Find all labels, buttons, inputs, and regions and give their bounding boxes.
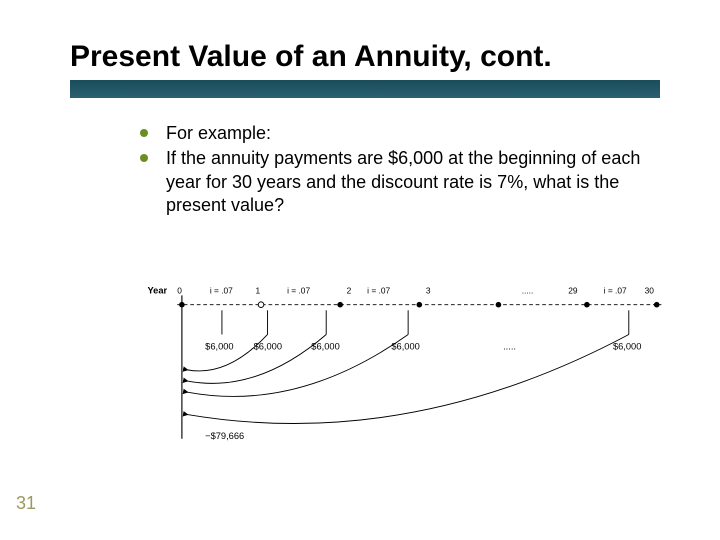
svg-text:1: 1 [255, 286, 260, 296]
svg-text:−$79,666: −$79,666 [205, 431, 244, 441]
svg-text:$6,000: $6,000 [254, 341, 282, 351]
svg-text:i = .07: i = .07 [287, 286, 310, 296]
bullet-text: For example: [166, 122, 271, 145]
bullet-list: For example: If the annuity payments are… [140, 122, 680, 218]
svg-text:30: 30 [645, 286, 655, 296]
slide-title: Present Value of an Annuity, cont. [70, 40, 670, 74]
svg-text:i = .07: i = .07 [210, 286, 233, 296]
bullet-text: If the annuity payments are $6,000 at th… [166, 147, 680, 217]
svg-text:i = .07: i = .07 [604, 286, 627, 296]
svg-text:.....: ..... [503, 341, 516, 351]
svg-text:29: 29 [568, 286, 578, 296]
svg-text:i = .07: i = .07 [367, 286, 390, 296]
bullet-item: If the annuity payments are $6,000 at th… [140, 147, 680, 217]
bullet-icon [140, 154, 148, 162]
svg-text:3: 3 [426, 286, 431, 296]
svg-text:$6,000: $6,000 [205, 341, 233, 351]
bullet-icon [140, 129, 148, 137]
svg-text:0: 0 [177, 286, 182, 296]
svg-text:2: 2 [347, 286, 352, 296]
bullet-item: For example: [140, 122, 680, 145]
diagram-svg: Year 0 i = .07 1 i = .07 2 i = .07 3..... 29 i = … [140, 278, 680, 458]
svg-text:.....: ..... [522, 286, 534, 296]
svg-text:Year: Year [147, 286, 167, 296]
timeline-diagram: Year 0 i = .07 1 i = .07 2 i = .07 3..... 29 i = … [140, 278, 680, 458]
slide-container: Present Value of an Annuity, cont. For e… [0, 0, 720, 540]
title-block: Present Value of an Annuity, cont. [70, 40, 670, 98]
svg-text:$6,000: $6,000 [613, 341, 641, 351]
page-number: 31 [16, 493, 36, 514]
title-underline [70, 80, 660, 98]
